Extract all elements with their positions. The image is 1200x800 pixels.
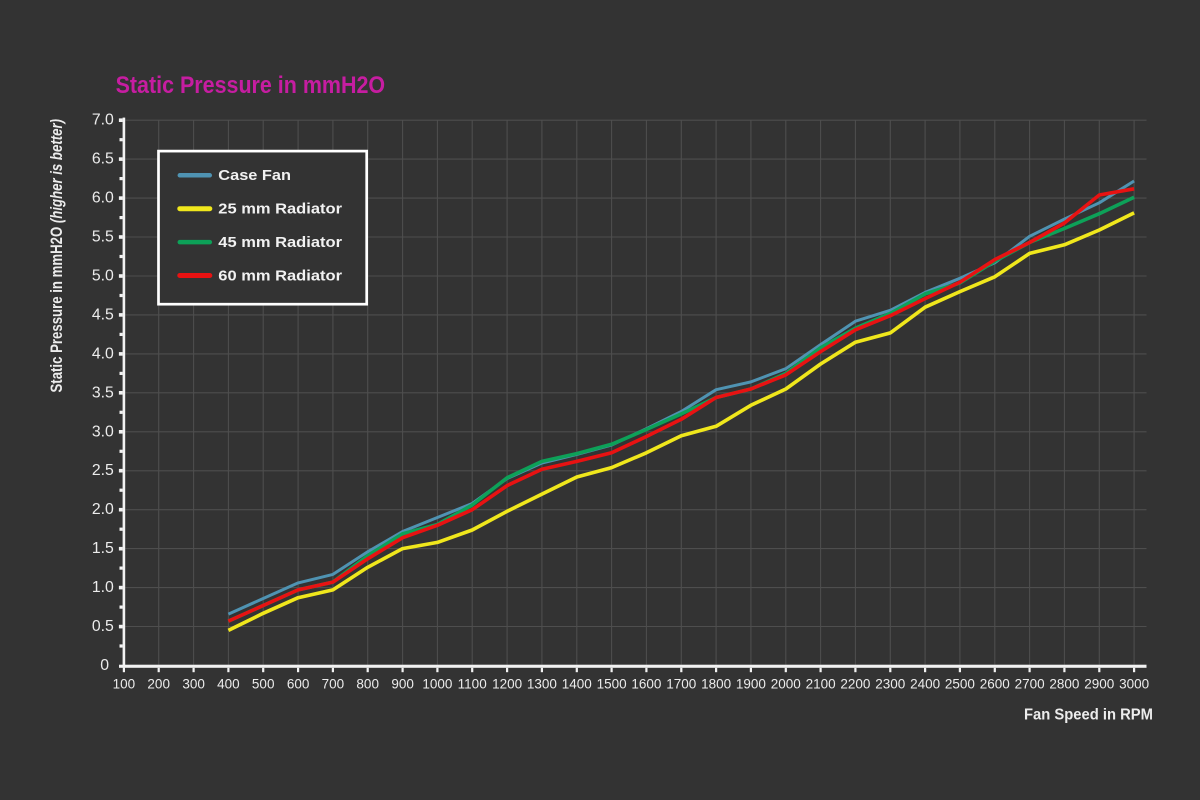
svg-text:300: 300 [182,676,205,691]
svg-text:4.0: 4.0 [92,345,114,362]
svg-text:1400: 1400 [562,676,592,691]
svg-text:2500: 2500 [945,676,975,691]
svg-text:0: 0 [100,657,109,674]
svg-text:400: 400 [217,676,240,691]
svg-text:1.0: 1.0 [92,579,114,596]
svg-text:600: 600 [287,676,310,691]
svg-text:2.5: 2.5 [92,462,114,479]
svg-text:1200: 1200 [492,676,522,691]
svg-text:1.5: 1.5 [92,540,114,557]
svg-text:2400: 2400 [910,676,940,691]
svg-text:1900: 1900 [736,676,766,691]
svg-text:4.5: 4.5 [92,306,114,323]
svg-text:1500: 1500 [597,676,627,691]
svg-text:800: 800 [356,676,379,691]
svg-text:2700: 2700 [1015,676,1045,691]
svg-text:1000: 1000 [422,676,452,691]
svg-text:2800: 2800 [1049,676,1079,691]
svg-text:1100: 1100 [458,676,487,691]
svg-text:6.0: 6.0 [92,190,114,207]
svg-text:2200: 2200 [840,676,870,691]
svg-text:6.5: 6.5 [92,151,114,168]
svg-text:3.5: 3.5 [92,384,114,401]
svg-text:1800: 1800 [701,676,731,691]
svg-text:900: 900 [391,676,414,691]
svg-text:Fan Speed in RPM: Fan Speed in RPM [1024,707,1153,724]
svg-text:2000: 2000 [771,676,801,691]
svg-text:60 mm Radiator: 60 mm Radiator [218,268,342,284]
svg-text:100: 100 [113,676,136,691]
svg-text:Case Fan: Case Fan [218,168,291,184]
svg-text:1600: 1600 [631,676,661,691]
svg-text:2900: 2900 [1084,676,1114,691]
svg-text:45 mm Radiator: 45 mm Radiator [218,235,342,251]
svg-text:3000: 3000 [1119,676,1149,691]
svg-text:5.0: 5.0 [92,268,114,285]
svg-text:5.5: 5.5 [92,229,114,246]
svg-text:2.0: 2.0 [92,501,114,518]
svg-text:Static Pressure in mmH2O: Static Pressure in mmH2O [116,72,386,99]
svg-text:2300: 2300 [875,676,905,691]
svg-text:1700: 1700 [666,676,696,691]
svg-text:500: 500 [252,676,275,691]
svg-text:2100: 2100 [806,676,836,691]
svg-text:200: 200 [147,676,170,691]
svg-text:Static Pressure in mmH2O (high: Static Pressure in mmH2O (higher is bett… [48,119,66,393]
svg-text:25 mm Radiator: 25 mm Radiator [218,202,342,218]
svg-text:3.0: 3.0 [92,423,114,440]
svg-text:7.0: 7.0 [92,112,114,129]
svg-text:2600: 2600 [980,676,1010,691]
svg-text:1300: 1300 [527,676,557,691]
svg-text:700: 700 [322,676,345,691]
svg-text:0.5: 0.5 [92,618,114,635]
